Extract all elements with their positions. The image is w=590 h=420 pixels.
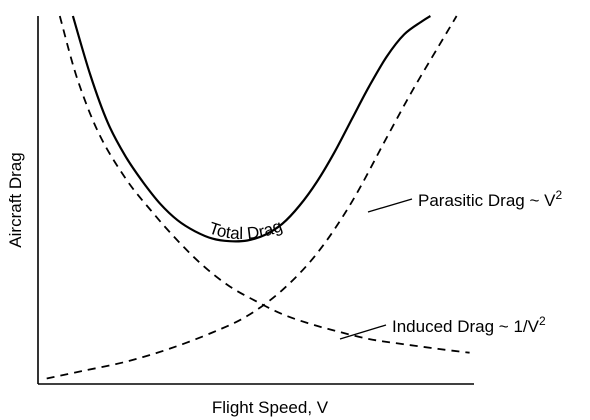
x-axis-label: Flight Speed, V [212,398,329,417]
parasitic-drag-label: Parasitic Drag ~ V2 [418,188,562,210]
parasitic-drag-label-text: Parasitic Drag ~ V [418,191,556,210]
series-layer [46,15,470,380]
induced-leader-line [339,324,387,340]
induced-drag-exponent: 2 [539,314,546,328]
total-drag-label-text: Total Drag [207,216,285,243]
induced-drag-label: Induced Drag ~ 1/V2 [392,314,546,336]
induced-drag-label-text: Induced Drag ~ 1/V [392,317,540,336]
series-line-induced-drag-1-v [58,15,470,354]
total-drag-label: Total Drag [207,216,285,243]
parasitic-drag-exponent: 2 [555,188,562,202]
y-axis-label: Aircraft Drag [6,152,25,247]
series-line-total-drag [71,15,431,243]
parasitic-leader-line [367,198,413,213]
series-line-parasitic-drag-v [46,15,458,380]
